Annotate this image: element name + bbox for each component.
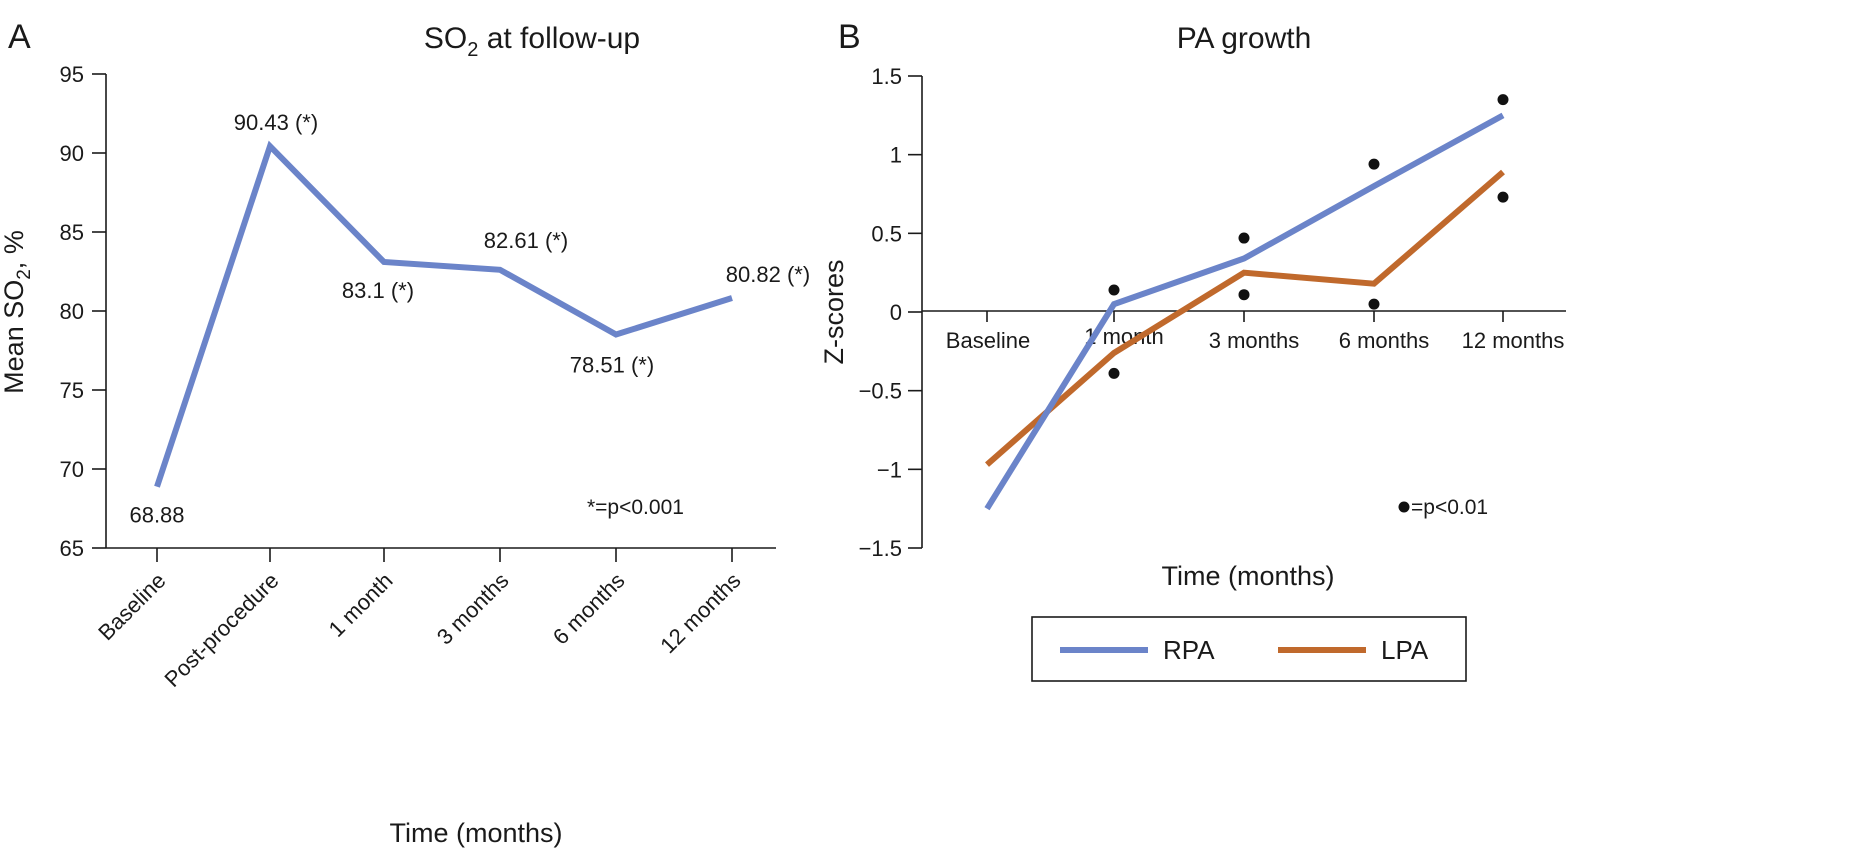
panel-b-lpa-line — [985, 169, 1505, 467]
panel-a-data-labels: 68.88 90.43 (*) 83.1 (*) 82.61 (*) 78.51… — [129, 110, 810, 527]
panel-a-so2-line — [154, 140, 733, 488]
panel-b-significance-dot — [1108, 284, 1120, 296]
panel-a-xtick-label: Baseline — [93, 568, 170, 645]
panel-b-xtick-label: 6 months — [1339, 328, 1430, 353]
panel-a-ytick-label: 85 — [60, 220, 84, 245]
panel-b-ytick-label: −0.5 — [859, 379, 902, 404]
panel-b-ytick-label: 0 — [890, 300, 902, 325]
panel-b-y-ticks: −1.5 −1 −0.5 0 0.5 1 1.5 — [859, 64, 922, 561]
panel-b-significance-dot — [1368, 158, 1380, 170]
panel-b-letter: B — [838, 18, 861, 56]
panel-a-ytick-label: 75 — [60, 378, 84, 403]
panel-b-xtick-label: Baseline — [946, 328, 1030, 353]
panel-a-data-label: 90.43 (*) — [234, 110, 318, 135]
panel-b-x-ticks: Baseline 1 month 3 months 6 months 12 mo… — [946, 311, 1565, 353]
panel-a-ytick-label: 80 — [60, 299, 84, 324]
panel-a-data-label: 83.1 (*) — [342, 278, 414, 303]
panel-b-significance-dot — [1497, 191, 1509, 203]
panel-b-significance-dot — [1238, 289, 1250, 301]
panel-a-xlabel: Time (months) — [389, 818, 562, 848]
panel-b-ytick-label: −1.5 — [859, 536, 902, 561]
panel-b-significance-dot — [1368, 298, 1380, 310]
panel-a-data-label: 78.51 (*) — [570, 353, 654, 378]
panel-a-xtick-label: 3 months — [432, 568, 514, 650]
panel-b-ytick-label: −1 — [877, 457, 902, 482]
panel-a-data-label: 82.61 (*) — [484, 228, 568, 253]
panel-b-ytick-label: 0.5 — [871, 221, 902, 246]
panel-a-ytick-label: 90 — [60, 141, 84, 166]
panel-a-xtick-label: 1 month — [324, 568, 398, 642]
legend-lpa-label: LPA — [1381, 635, 1429, 665]
panel-a-ytick-label: 95 — [60, 62, 84, 87]
panel-a-x-ticks: Baseline Post-procedure 1 month 3 months… — [93, 548, 746, 692]
panel-a-y-ticks: 65 70 75 80 85 90 95 — [60, 62, 106, 561]
panel-a-title: SO2 at follow-up — [424, 22, 640, 61]
panel-b-significance-dot — [1108, 367, 1120, 379]
panel-b-legend: RPA LPA — [1031, 616, 1467, 682]
panel-b-significance-markers — [1108, 94, 1509, 379]
panel-a-data-label: 80.82 (*) — [726, 262, 810, 287]
legend-rpa-label: RPA — [1163, 635, 1215, 665]
panel-b-rpa-line — [984, 112, 1505, 511]
panel-a: A SO2 at follow-up Mean SO2, % Time (mon… — [0, 18, 810, 848]
panel-b-note-dot-icon — [1398, 501, 1410, 513]
panel-a-data-label: 68.88 — [129, 503, 184, 528]
panel-a-ytick-label: 65 — [60, 536, 84, 561]
panel-b-xlabel: Time (months) — [1161, 561, 1334, 591]
panel-b-ylabel: Z-scores — [819, 259, 849, 364]
panel-b: B PA growth Z-scores Time (months) −1.5 … — [819, 18, 1566, 682]
panel-b-xtick-label: 12 months — [1462, 328, 1565, 353]
panel-a-ylabel: Mean SO2, % — [0, 230, 35, 394]
panel-b-xtick-label: 3 months — [1209, 328, 1300, 353]
panel-a-xtick-label: 6 months — [548, 568, 630, 650]
panel-b-ytick-label: 1.5 — [871, 64, 902, 89]
panel-b-significance-dot — [1238, 232, 1250, 244]
panel-b-significance-dot — [1497, 94, 1509, 106]
panel-b-title: PA growth — [1177, 22, 1312, 55]
panel-a-significance-note: *=p<0.001 — [587, 496, 684, 519]
panel-b-significance-note: =p<0.01 — [1411, 496, 1488, 519]
panel-a-ytick-label: 70 — [60, 457, 84, 482]
panel-a-letter: A — [8, 18, 31, 56]
panel-a-xtick-label: Post-procedure — [159, 568, 283, 692]
panel-b-ytick-label: 1 — [890, 143, 902, 168]
panel-a-xtick-label: 12 months — [655, 568, 745, 658]
